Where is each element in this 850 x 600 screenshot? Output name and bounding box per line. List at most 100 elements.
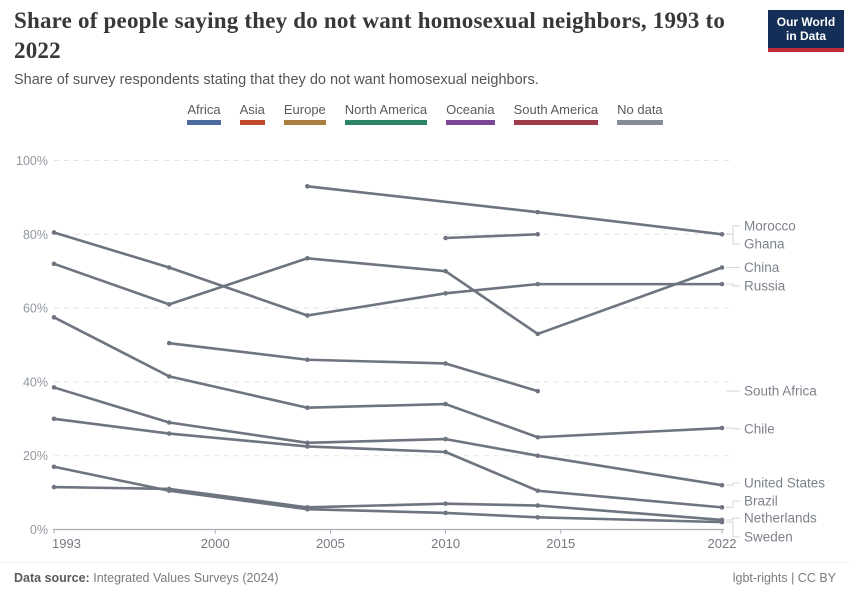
series-line-ghana[interactable] (444, 233, 540, 240)
series-line-south-africa[interactable] (167, 341, 540, 393)
legend-item-europe[interactable]: Europe (283, 102, 326, 125)
legend-color-bar (283, 120, 326, 125)
entity-label-brazil[interactable]: Brazil (744, 494, 778, 509)
legend-item-no-data[interactable]: No data (617, 102, 663, 125)
data-point[interactable] (443, 436, 448, 442)
label-leader-line (726, 500, 740, 508)
line-chart[interactable]: 0% 20% 40% 60% 80% 100% 1993 2000 2005 2010 2015 20… (0, 140, 850, 560)
data-point[interactable] (443, 449, 448, 455)
data-point[interactable] (443, 291, 448, 296)
entity-label-ghana[interactable]: Ghana (744, 236, 785, 251)
data-point[interactable] (719, 425, 725, 431)
label-leader-line (726, 233, 740, 245)
data-point[interactable] (305, 440, 310, 446)
entity-label-chile[interactable]: Chile (744, 421, 775, 436)
data-point[interactable] (719, 519, 725, 525)
entity-label-united-states[interactable]: United States (744, 476, 825, 491)
data-point[interactable] (166, 340, 172, 346)
x-axis-tick-label: 2015 (546, 536, 575, 551)
data-point[interactable] (443, 268, 448, 274)
series-line-china[interactable] (52, 256, 724, 336)
data-point[interactable] (305, 184, 310, 189)
data-point[interactable] (535, 434, 541, 440)
entity-label-china[interactable]: China (744, 260, 780, 275)
data-point[interactable] (535, 515, 541, 520)
data-point[interactable] (443, 401, 448, 407)
data-point[interactable] (305, 506, 310, 512)
data-point[interactable] (535, 503, 541, 508)
logo-line1: Our World (776, 15, 836, 29)
data-point[interactable] (535, 331, 541, 337)
legend-item-north-america[interactable]: North America (344, 102, 428, 125)
series-line-chile[interactable] (52, 316, 724, 439)
data-point[interactable] (51, 261, 57, 267)
data-point[interactable] (51, 385, 57, 390)
entity-label-south-africa[interactable]: South Africa (744, 384, 817, 399)
y-axis-tick-label: 60% (23, 302, 48, 316)
legend-item-oceania[interactable]: Oceania (446, 102, 495, 125)
data-point[interactable] (443, 510, 448, 516)
data-point[interactable] (166, 302, 172, 307)
data-point[interactable] (305, 313, 310, 318)
legend-color-bar (617, 120, 663, 125)
x-axis-tick-label: 1993 (52, 536, 81, 551)
owid-logo[interactable]: Our World in Data (768, 10, 844, 52)
entity-label-sweden[interactable]: Sweden (744, 529, 793, 544)
series-line-sweden[interactable] (52, 465, 724, 524)
data-point[interactable] (305, 255, 310, 261)
entity-label-russia[interactable]: Russia (744, 278, 786, 293)
x-axis-tick-label: 2010 (431, 536, 460, 551)
data-point[interactable] (719, 505, 725, 510)
series-line-netherlands[interactable] (52, 485, 724, 522)
label-leader-line (726, 517, 740, 521)
data-point[interactable] (166, 265, 172, 270)
data-point[interactable] (443, 501, 448, 506)
data-point[interactable] (51, 464, 57, 470)
data-point[interactable] (305, 444, 310, 449)
data-point[interactable] (305, 405, 310, 411)
entity-label-morocco[interactable]: Morocco (744, 218, 796, 233)
data-point[interactable] (51, 416, 57, 422)
data-point[interactable] (535, 232, 541, 237)
data-point[interactable] (719, 281, 725, 287)
chart-footer: Data source: Integrated Values Surveys (… (0, 562, 850, 585)
data-point[interactable] (719, 265, 725, 270)
data-point[interactable] (305, 357, 310, 363)
data-point[interactable] (535, 281, 541, 287)
data-source-link[interactable]: Integrated Values Surveys (2024) (93, 571, 279, 585)
data-point[interactable] (51, 484, 57, 490)
data-point[interactable] (443, 235, 448, 241)
data-point[interactable] (535, 488, 541, 494)
data-point[interactable] (166, 431, 172, 436)
data-point[interactable] (719, 482, 725, 488)
entity-label-netherlands[interactable]: Netherlands (744, 511, 817, 526)
data-point[interactable] (535, 453, 541, 459)
data-point[interactable] (166, 420, 172, 425)
logo-line2: in Data (785, 29, 826, 43)
label-leader-line (726, 482, 740, 486)
footer-rights[interactable]: lgbt-rights | CC BY (732, 571, 836, 585)
data-point[interactable] (166, 374, 172, 379)
series-line-morocco[interactable] (306, 185, 724, 236)
y-axis-tick-label: 20% (23, 449, 48, 463)
data-point[interactable] (719, 232, 725, 237)
legend-color-bar (513, 120, 599, 125)
data-point[interactable] (535, 388, 541, 394)
label-leader-line (726, 225, 740, 235)
series-line-russia[interactable] (52, 231, 724, 317)
data-point[interactable] (51, 315, 57, 320)
data-source-label: Data source: (14, 571, 90, 585)
legend-item-asia[interactable]: Asia (239, 102, 265, 125)
data-point[interactable] (535, 209, 541, 215)
series-line-united-states[interactable] (52, 386, 724, 487)
y-axis-tick-label: 0% (30, 523, 48, 537)
data-point[interactable] (443, 361, 448, 366)
y-axis-tick-label: 100% (16, 154, 48, 168)
data-point[interactable] (166, 488, 172, 494)
legend-item-africa[interactable]: Africa (187, 102, 221, 125)
legend-item-south-america[interactable]: South America (513, 102, 599, 125)
series-line-brazil[interactable] (52, 417, 724, 509)
data-point[interactable] (51, 230, 57, 235)
legend-label: Africa (187, 102, 221, 117)
